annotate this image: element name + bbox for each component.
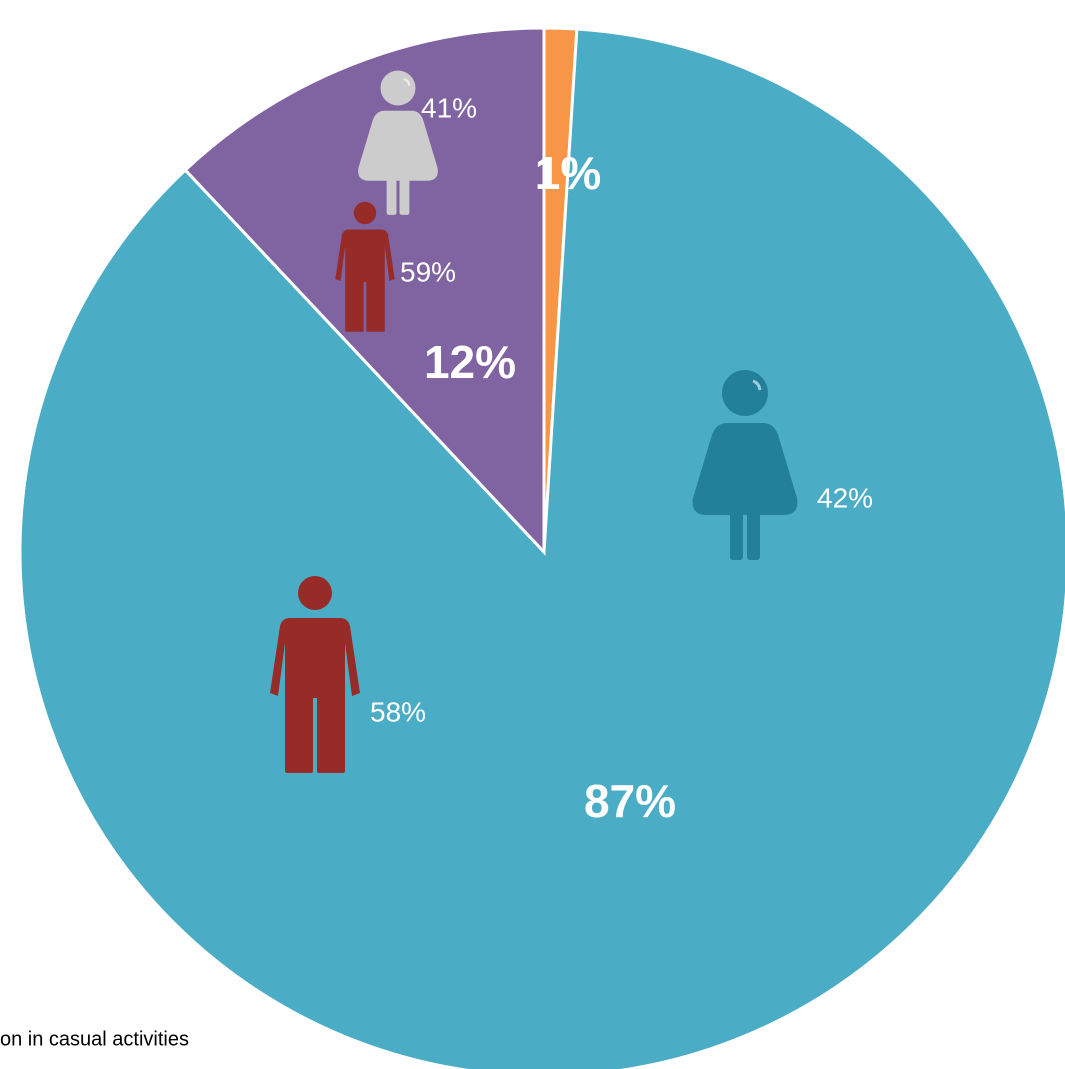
- slices: [18, 26, 1065, 1069]
- icon-shine: [752, 379, 762, 391]
- icon-leg: [399, 179, 410, 215]
- icon-body: [692, 423, 798, 515]
- female-label: 41%: [421, 92, 477, 123]
- note: on in casual activities: [0, 1028, 189, 1050]
- male-icon: [270, 576, 360, 773]
- female-label: 42%: [817, 482, 873, 513]
- icon-leg: [747, 513, 760, 560]
- slice-label: 12%: [424, 336, 516, 388]
- icon-head: [298, 576, 332, 610]
- icon-body: [270, 618, 360, 773]
- pie-slice: [183, 26, 546, 556]
- icon-leg: [386, 179, 397, 215]
- male-icon: [335, 201, 395, 332]
- icon-head: [353, 201, 377, 225]
- overlay: 1% 87% 42% 58% 12% 41% 59%: [270, 70, 873, 827]
- male-label: 58%: [370, 696, 426, 727]
- icon-head: [722, 370, 768, 416]
- female-icon: [358, 70, 438, 215]
- icon-body: [358, 110, 438, 181]
- icon-body: [335, 229, 395, 332]
- pie-slice: [18, 27, 1065, 1069]
- male-label: 59%: [400, 256, 456, 287]
- slice-label: 87%: [584, 775, 676, 827]
- icon-leg: [730, 513, 743, 560]
- female-icon: [692, 370, 798, 560]
- icon-shine: [403, 77, 411, 86]
- icon-head: [380, 70, 416, 106]
- slice-label: 1%: [535, 147, 601, 199]
